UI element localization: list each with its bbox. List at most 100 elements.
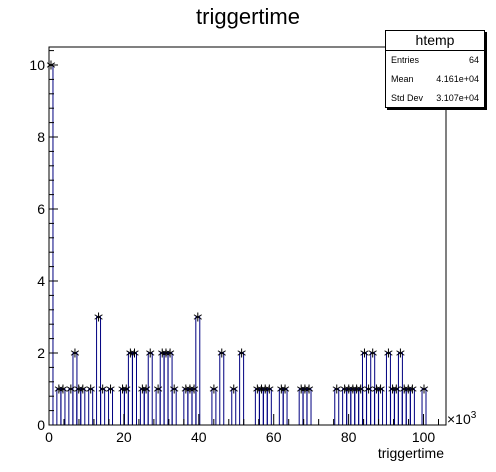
histogram-bar [155, 388, 161, 425]
bin-marker [400, 384, 409, 394]
bin-marker [146, 348, 155, 358]
bin-marker [126, 348, 135, 358]
bin-marker [368, 348, 377, 358]
bin-marker [419, 384, 429, 394]
x-tick-label: 40 [191, 429, 207, 445]
histogram-bar [56, 388, 62, 425]
bin-marker [165, 348, 175, 358]
y-axis: 0 2 4 6 8 10 [29, 50, 58, 433]
y-tick-label: 6 [37, 201, 45, 217]
bin-markers [46, 60, 429, 394]
stats-row-stddev: Std Dev 3.107e+04 [386, 89, 484, 108]
histogram-bar [378, 388, 384, 425]
bin-marker [376, 384, 385, 394]
histogram-bar [409, 388, 415, 425]
y-tick-label: 10 [29, 57, 45, 73]
bin-marker [86, 384, 95, 394]
histogram-bar [239, 352, 245, 425]
histogram-bar [334, 388, 340, 425]
bin-marker [58, 384, 68, 394]
stats-mean-label: Mean [391, 74, 414, 84]
bin-marker [261, 384, 270, 394]
histogram-bar [171, 388, 177, 425]
x-axis: 0 20 40 60 80 100 [45, 414, 440, 445]
bin-marker [384, 348, 393, 358]
bin-marker [297, 384, 306, 394]
bin-marker [352, 384, 361, 394]
bin-marker [257, 384, 266, 394]
stats-row-mean: Mean 4.161e+04 [386, 70, 484, 89]
y-tick-label: 8 [37, 129, 45, 145]
bin-marker [118, 384, 127, 394]
bin-marker [70, 348, 80, 358]
x-axis-label: triggertime [378, 445, 444, 461]
bin-marker [340, 384, 349, 394]
histogram-bar [167, 352, 173, 425]
plot-frame [48, 46, 447, 426]
stats-mean-value: 4.161e+04 [436, 74, 479, 84]
bin-marker [408, 384, 417, 394]
bin-marker [130, 348, 139, 358]
chart-title: triggertime [196, 4, 300, 29]
bin-marker [344, 384, 353, 394]
histogram-bar [266, 388, 272, 425]
y-tick-label: 4 [37, 273, 45, 289]
histogram-bar [147, 352, 153, 425]
histogram-bar [187, 388, 193, 425]
stats-std-value: 3.107e+04 [436, 93, 479, 103]
stats-row-entries: Entries 64 [386, 51, 484, 70]
histogram-bar [48, 64, 54, 425]
x-tick-label: 60 [266, 429, 282, 445]
histogram-bar [80, 388, 86, 425]
bin-marker [170, 384, 179, 394]
stats-box: htemp Entries 64 Mean 4.161e+04 Std Dev … [385, 30, 485, 108]
bin-marker [141, 384, 151, 394]
bin-marker [237, 348, 246, 358]
histogram-bar [68, 388, 74, 425]
bin-marker [66, 384, 75, 394]
stats-entries-label: Entries [391, 55, 420, 65]
bin-marker [396, 348, 405, 358]
bin-marker [253, 384, 262, 394]
bin-marker [332, 384, 341, 394]
y-tick-label: 2 [37, 345, 45, 361]
bin-marker [356, 384, 365, 394]
bin-marker [189, 384, 199, 394]
x-tick-label: 20 [116, 429, 132, 445]
histogram-bins [48, 64, 427, 425]
bin-marker [364, 384, 373, 394]
histogram-bar [183, 388, 189, 425]
bin-marker [161, 348, 171, 358]
bin-marker [54, 384, 63, 394]
x-tick-label: 80 [341, 429, 357, 445]
x-tick-label: 100 [412, 429, 436, 445]
bin-marker [209, 384, 219, 394]
bin-marker [372, 384, 381, 394]
bin-marker [229, 384, 238, 394]
histogram-bar [88, 388, 94, 425]
histogram-bar [127, 352, 133, 425]
bin-marker [280, 384, 290, 394]
bin-marker [392, 384, 401, 394]
histogram-bar [96, 316, 102, 425]
bin-marker [94, 312, 103, 322]
stats-std-label: Std Dev [391, 93, 424, 103]
histogram-bar [219, 352, 225, 425]
bin-marker [217, 348, 226, 358]
bin-marker [138, 384, 147, 394]
x-axis-exponent: ×103 [447, 410, 477, 427]
bin-marker [106, 384, 115, 394]
bin-marker [98, 384, 107, 394]
stats-entries-value: 64 [468, 55, 479, 65]
histogram-bar [385, 352, 391, 425]
histogram-bar [366, 388, 372, 425]
bin-marker [74, 384, 83, 394]
bin-marker [277, 384, 286, 394]
bin-marker [360, 348, 369, 358]
stats-title: htemp [386, 31, 484, 51]
histogram-bar [342, 388, 348, 425]
bin-marker [158, 348, 167, 358]
bin-marker [181, 384, 190, 394]
histogram-bar [100, 388, 106, 425]
